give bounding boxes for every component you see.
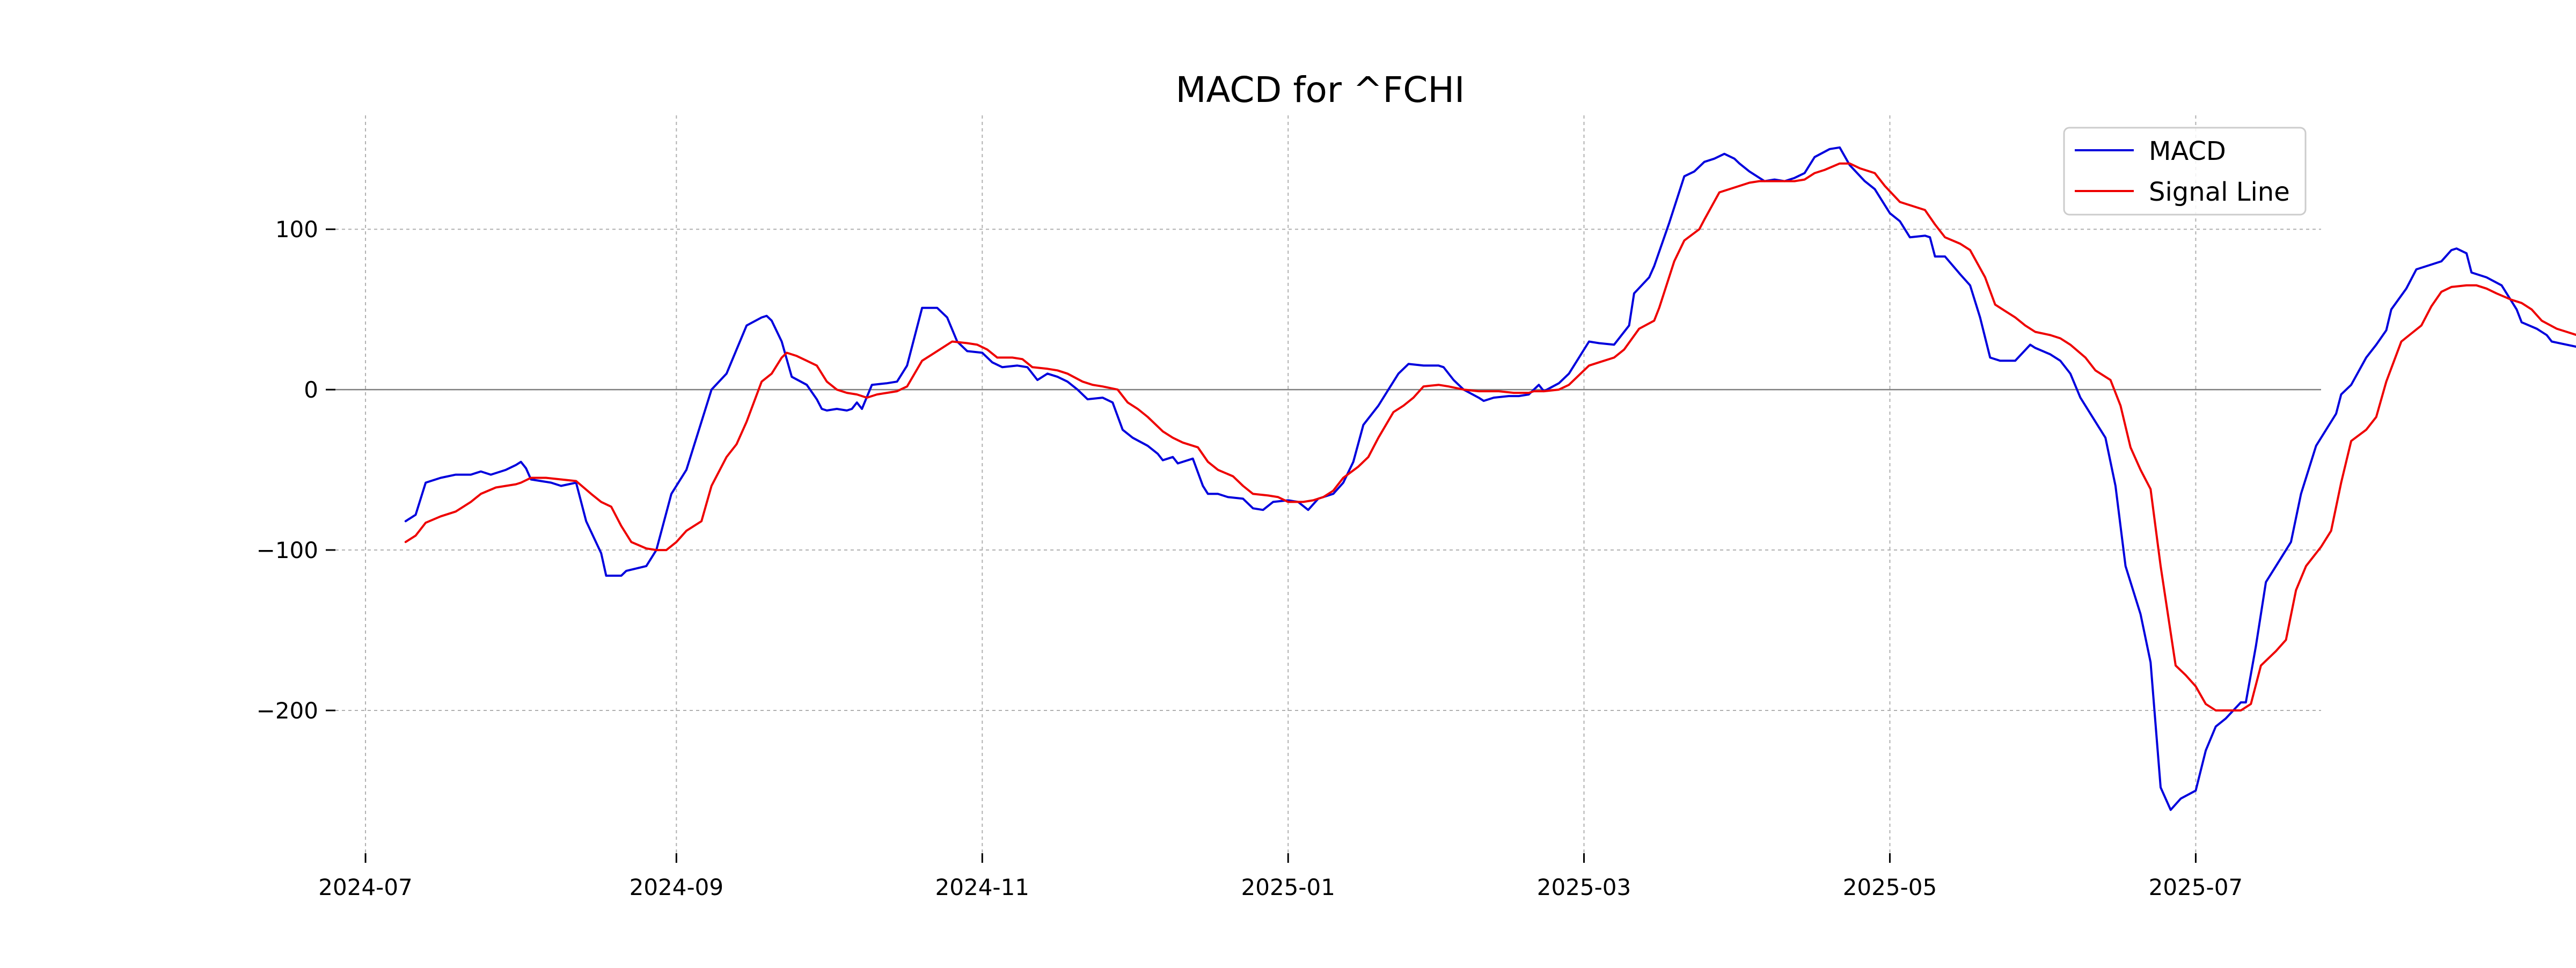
x-tick-label-2024-11: 2024-11 (935, 874, 1030, 900)
legend-label-macd: MACD (2149, 136, 2226, 166)
y-tick-label-0: 0 (304, 377, 318, 403)
y-tick-label--200: −200 (257, 698, 318, 724)
y-tick-label-100: 100 (275, 216, 318, 243)
y-axis-ticks: 100 0 −100 −200 (257, 216, 335, 724)
y-tick-label--100: −100 (257, 537, 318, 563)
legend-label-signal-line: Signal Line (2149, 177, 2290, 207)
chart-title: MACD for ^FCHI (1176, 69, 1465, 111)
series-line-signal-line (404, 162, 2576, 712)
x-tick-label-2025-05: 2025-05 (1843, 874, 1937, 900)
grid-lines (335, 115, 2321, 853)
series-line-macd (404, 146, 2576, 811)
x-tick-label-2025-07: 2025-07 (2149, 874, 2243, 900)
chart-legend: MACD Signal Line (2063, 127, 2307, 216)
x-tick-label-2024-07: 2024-07 (318, 874, 413, 900)
x-tick-label-2025-01: 2025-01 (1241, 874, 1336, 900)
x-tick-label-2024-09: 2024-09 (630, 874, 724, 900)
x-axis-ticks: 2024-07 2024-09 2024-11 2025-01 2025-03 2025-… (318, 853, 2243, 900)
series-lines (404, 146, 2576, 811)
x-tick-label-2025-03: 2025-03 (1537, 874, 1631, 900)
